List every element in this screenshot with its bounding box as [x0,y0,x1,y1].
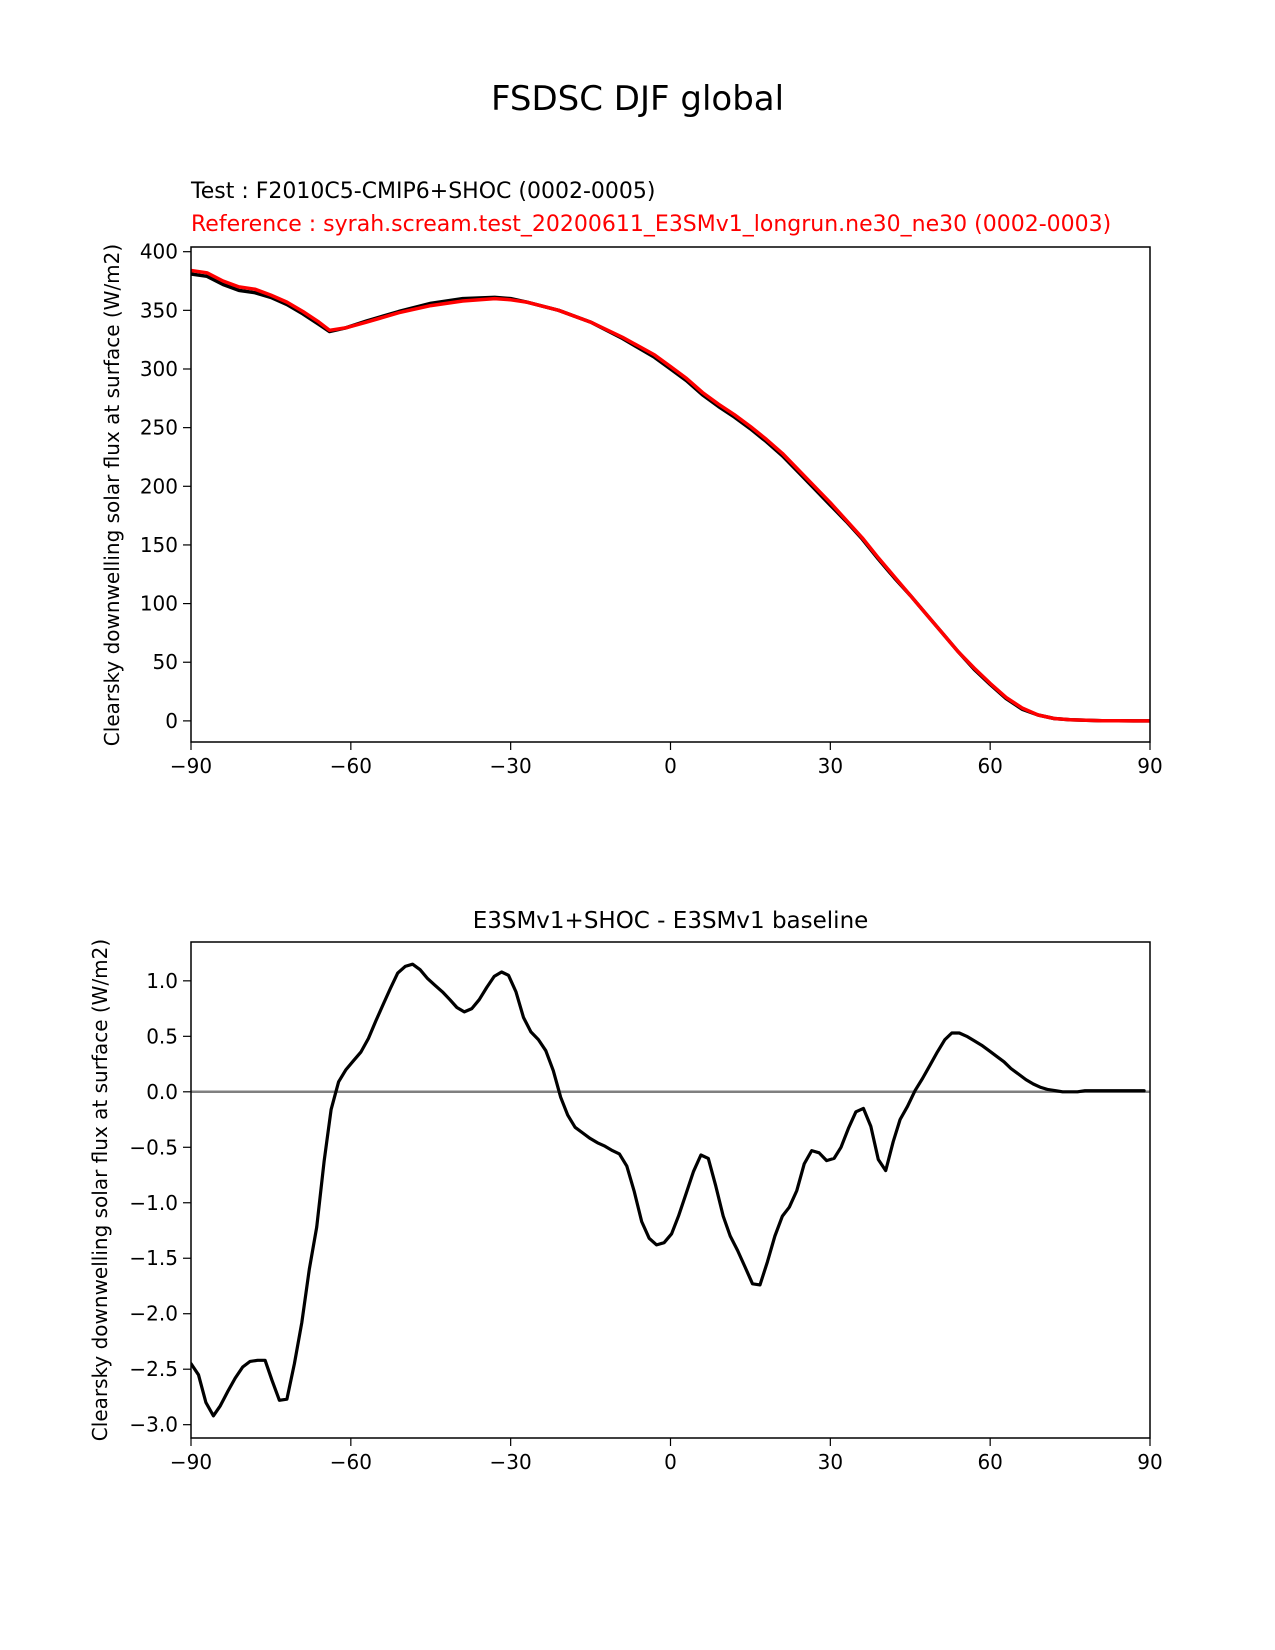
x-tick-label: 0 [664,1450,677,1474]
y-tick-label: 100 [140,592,178,616]
test-label: Test : F2010C5-CMIP6+SHOC (0002-0005) [190,179,655,204]
y-tick-label: 0 [165,709,178,733]
series-line-e3smv1-shoc-e3smv1 [191,962,1146,1418]
top-panel: Test : F2010C5-CMIP6+SHOC (0002-0005) Re… [100,179,1163,778]
bottom-y-axis-label: Clearsky downwelling solar flux at surfa… [88,939,112,1441]
top-y-axis-label: Clearsky downwelling solar flux at surfa… [100,244,124,746]
x-tick-label: −60 [330,1450,372,1474]
y-tick-label: −1.0 [129,1191,178,1215]
y-tick-label: 400 [140,240,178,264]
x-tick-label: −30 [490,1450,532,1474]
x-tick-label: 60 [977,754,1002,778]
bottom-plot-area: −90 −60 −30 0 30 60 90 −3.0 −2.5 −2.0 −1.5 −1.0 −0.5… [129,962,1163,1474]
y-tick-label: 1.0 [146,969,178,993]
x-tick-label: −30 [490,754,532,778]
x-tick-label: −90 [170,754,212,778]
y-tick-label: 300 [140,357,178,381]
x-tick-label: 60 [977,1450,1002,1474]
reference-label: Reference : syrah.scream.test_20200611_E… [191,212,1111,237]
y-tick-label: 250 [140,416,178,440]
x-tick-label: −90 [170,1450,212,1474]
top-axes-frame [190,246,1151,743]
y-tick-label: −1.5 [129,1246,178,1270]
series-line-test [191,272,1150,723]
top-plot-area: −90 −60 −30 0 30 60 90 0 50 100 150 200 250 300 350 400 [140,240,1163,778]
x-tick-label: 90 [1137,1450,1162,1474]
y-tick-label: −2.5 [129,1357,178,1381]
y-tick-label: 150 [140,533,178,557]
y-tick-label: 0.5 [146,1024,178,1048]
y-tick-label: 50 [153,650,178,674]
series-line-reference [191,268,1150,723]
y-tick-label: −0.5 [129,1135,178,1159]
y-tick-label: −3.0 [129,1413,178,1437]
figure-title: FSDSC DJF global [491,79,784,119]
y-tick-label: 350 [140,298,178,322]
bottom-chart-title: E3SMv1+SHOC - E3SMv1 baseline [473,908,869,934]
bottom-axes-frame [190,941,1151,1439]
y-tick-label: −2.0 [129,1302,178,1326]
x-tick-label: 0 [664,754,677,778]
x-tick-label: −60 [330,754,372,778]
x-tick-label: 30 [818,1450,843,1474]
x-tick-label: 90 [1137,754,1162,778]
x-tick-label: 30 [818,754,843,778]
y-tick-label: 0.0 [146,1080,178,1104]
y-tick-label: 200 [140,474,178,498]
bottom-panel: E3SMv1+SHOC - E3SMv1 baseline Clearsky d… [88,908,1163,1474]
